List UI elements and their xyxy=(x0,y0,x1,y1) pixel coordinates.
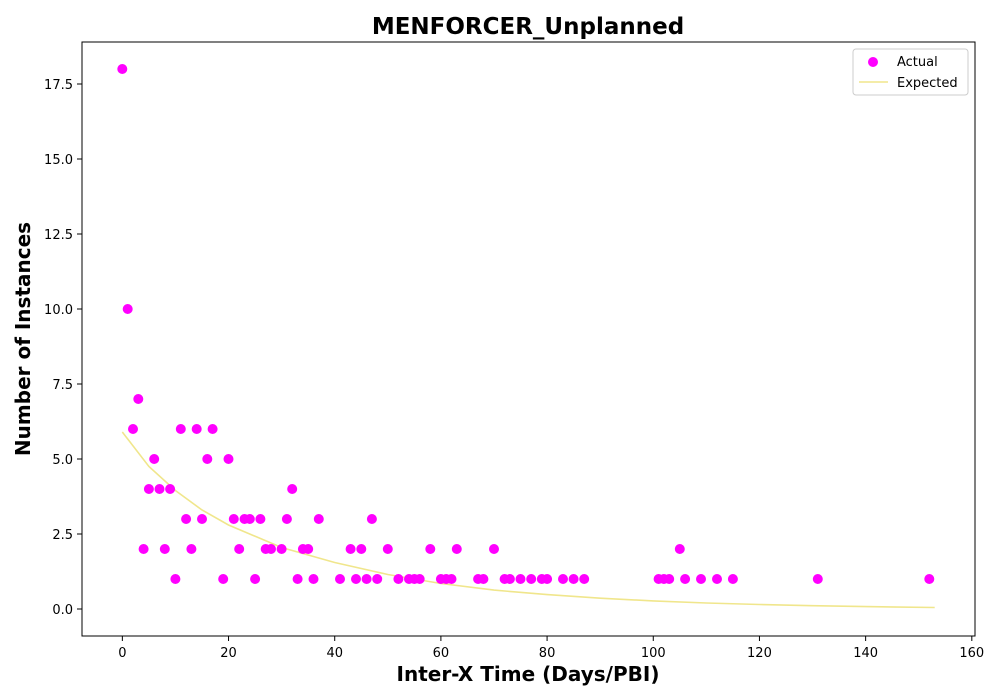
y-tick-label: 10.0 xyxy=(44,303,73,318)
actual-point xyxy=(165,484,176,494)
actual-point xyxy=(696,574,706,584)
series-layer xyxy=(117,64,935,609)
actual-point xyxy=(175,424,186,434)
actual-point xyxy=(228,514,239,524)
x-axis-ticks: 0 20 40 60 80 100 120 140 160 xyxy=(118,636,984,661)
legend-expected-label: Expected xyxy=(897,76,958,91)
y-tick-label: 15.0 xyxy=(44,153,73,168)
x-tick-label: 100 xyxy=(641,646,666,661)
legend-actual-label: Actual xyxy=(897,55,938,70)
actual-point xyxy=(281,514,292,524)
y-tick-label: 2.5 xyxy=(52,528,73,543)
x-tick-label: 20 xyxy=(220,646,237,661)
actual-point xyxy=(393,574,404,584)
x-axis-title: Inter-X Time (Days/PBI) xyxy=(397,662,660,686)
actual-point xyxy=(266,544,276,554)
actual-point xyxy=(451,544,462,554)
actual-point xyxy=(133,394,144,404)
actual-point xyxy=(568,574,579,584)
x-tick-label: 60 xyxy=(433,646,450,661)
actual-point xyxy=(335,574,345,584)
y-axis-title: Number of Instances xyxy=(11,222,35,456)
y-tick-label: 0.0 xyxy=(52,603,73,618)
actual-point xyxy=(234,544,245,554)
actual-point xyxy=(680,574,691,584)
y-tick-label: 17.5 xyxy=(44,78,73,93)
actual-point xyxy=(446,574,457,584)
actual-point xyxy=(292,574,303,584)
actual-point xyxy=(372,574,383,584)
actual-point xyxy=(727,574,738,584)
actual-point xyxy=(414,574,425,584)
actual-point xyxy=(366,514,377,524)
actual-point xyxy=(143,484,154,494)
actual-point xyxy=(159,544,170,554)
actual-point xyxy=(207,424,218,434)
actual-point xyxy=(244,514,255,524)
actual-point xyxy=(181,514,192,524)
actual-point xyxy=(149,454,160,464)
actual-point xyxy=(489,544,499,554)
actual-point xyxy=(276,544,287,554)
actual-point xyxy=(579,574,590,584)
actual-point xyxy=(128,424,138,434)
legend-box xyxy=(852,48,969,96)
x-tick-label: 140 xyxy=(853,646,878,661)
x-tick-label: 120 xyxy=(747,646,772,661)
actual-point xyxy=(122,304,133,314)
y-tick-label: 7.5 xyxy=(52,378,73,393)
actual-point xyxy=(287,484,298,494)
actual-point xyxy=(138,544,149,554)
plot-frame xyxy=(81,41,976,637)
actual-point xyxy=(712,574,722,584)
actual-point xyxy=(558,574,568,584)
actual-point xyxy=(313,514,324,524)
actual-point xyxy=(223,454,234,464)
legend: Actual Expected xyxy=(852,48,969,96)
actual-point xyxy=(812,574,823,584)
actual-point xyxy=(345,544,356,554)
actual-point xyxy=(542,574,553,584)
actual-point xyxy=(154,484,165,494)
actual-point xyxy=(117,64,128,74)
actual-point xyxy=(674,544,685,554)
x-tick-label: 40 xyxy=(326,646,343,661)
y-axis-ticks: 0.0 2.5 5.0 7.5 10.0 12.5 15.0 17.5 xyxy=(44,78,82,618)
expected-line xyxy=(121,431,935,609)
actual-point xyxy=(382,544,393,554)
actual-point xyxy=(351,574,361,584)
legend-actual-marker xyxy=(868,57,878,67)
actual-point xyxy=(186,544,197,554)
x-tick-label: 0 xyxy=(118,646,126,661)
actual-point xyxy=(303,544,314,554)
actual-point xyxy=(250,574,261,584)
actual-point xyxy=(504,574,515,584)
actual-point xyxy=(924,574,935,584)
actual-point xyxy=(308,574,319,584)
y-tick-label: 12.5 xyxy=(44,228,73,243)
actual-point xyxy=(218,574,229,584)
actual-point xyxy=(191,424,202,434)
actual-point xyxy=(197,514,207,524)
actual-point xyxy=(255,514,266,524)
actual-point xyxy=(425,544,436,554)
actual-point xyxy=(664,574,675,584)
x-tick-label: 80 xyxy=(539,646,556,661)
actual-point xyxy=(515,574,526,584)
actual-point xyxy=(361,574,372,584)
chart-title: MENFORCER_Unplanned xyxy=(372,14,684,40)
actual-point xyxy=(478,574,489,584)
actual-point xyxy=(170,574,181,584)
actual-point xyxy=(356,544,367,554)
x-tick-label: 160 xyxy=(959,646,984,661)
actual-point xyxy=(526,574,537,584)
actual-point xyxy=(202,454,213,464)
y-tick-label: 5.0 xyxy=(52,453,73,468)
